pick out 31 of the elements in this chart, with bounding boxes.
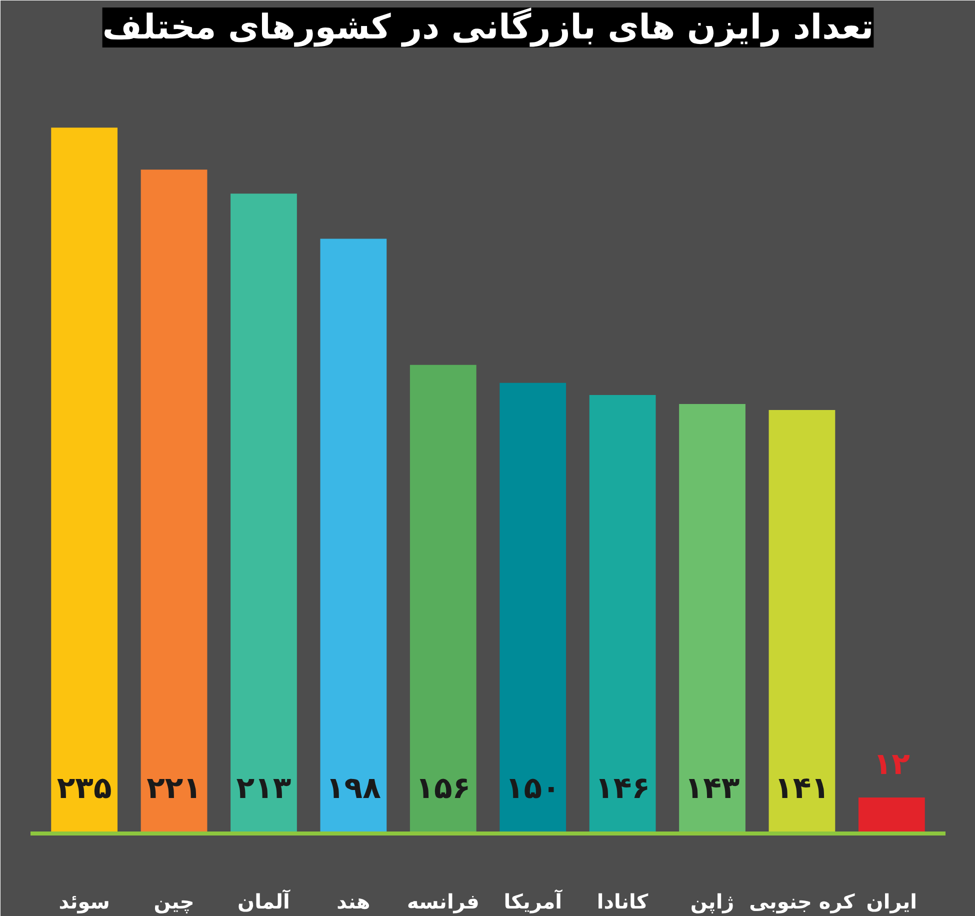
data-label: ۲۲۱ [146,771,202,806]
bar [500,382,566,834]
x-tick-label: چین [154,890,194,914]
bar [410,364,476,834]
chart-title: تعداد رایزن های بازرگانی در کشورهای مختلف [102,8,874,48]
x-tick-label: فرانسه [406,890,480,914]
bar [679,404,746,834]
x-tick-label: سوئد [58,890,110,914]
x-tick-label: آلمان [238,888,292,914]
x-tick-label: کانادا [596,890,649,914]
bar [320,238,387,834]
data-label: ۲۱۳ [236,771,292,806]
data-label: ۱۲ [873,746,910,782]
bar [230,194,297,834]
data-label: ۱۵۰ [505,771,560,806]
bar [768,410,836,834]
x-tick-label: ایران [866,890,918,914]
x-tick-label: ژاپن [690,890,734,914]
data-label: ۲۳۵ [56,771,112,806]
data-label: ۱۵۶ [416,771,471,806]
data-label: ۱۹۸ [326,771,381,806]
bar [858,797,925,834]
bar [140,170,208,834]
x-tick-label: کره جنوبی [749,890,856,914]
x-tick-label: آمریکا [504,888,564,914]
data-label: ۱۴۶ [595,771,650,806]
x-tick-label: هند [336,890,370,914]
bar [51,128,118,834]
bar [589,394,656,834]
data-label: ۱۴۳ [684,771,740,806]
data-label: ۱۴۱ [774,771,830,806]
